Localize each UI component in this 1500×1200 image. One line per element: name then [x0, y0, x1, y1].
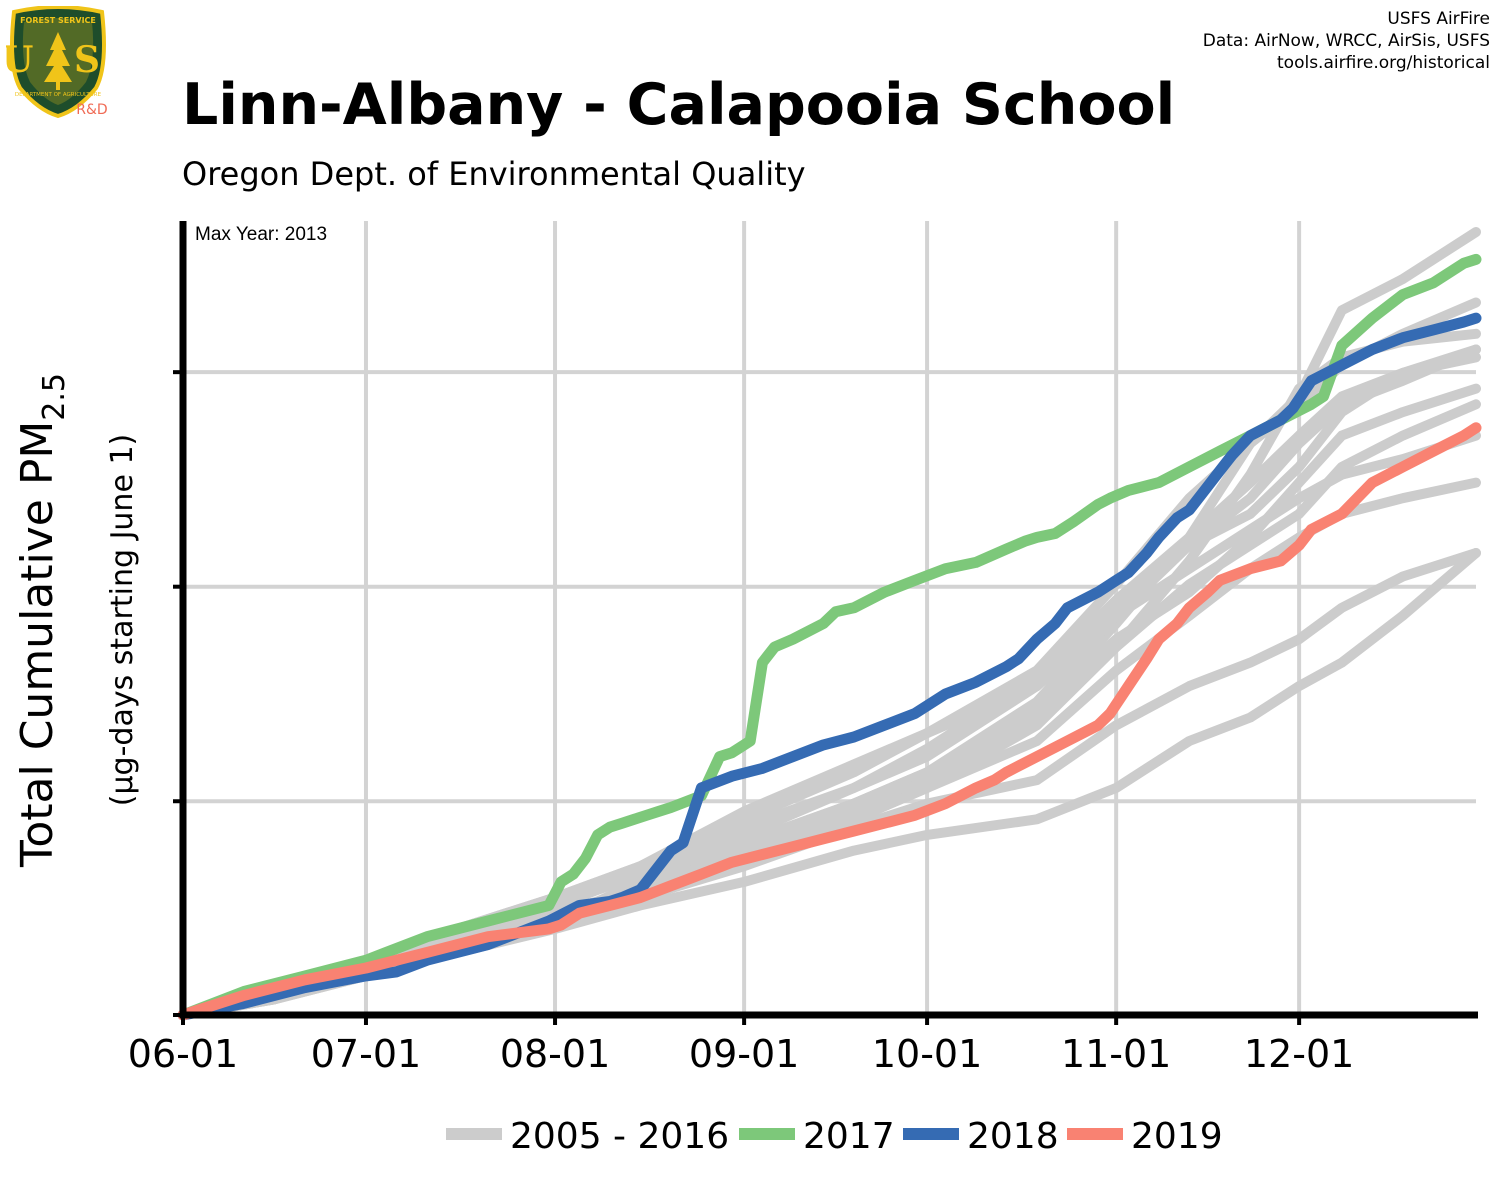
chart-subtitle: Oregon Dept. of Environmental Quality	[182, 155, 806, 193]
series-line-2019	[177, 422, 1482, 1021]
x-tick-label-10-01: 10-01	[872, 1032, 982, 1076]
axis-ticks: 06-01 07-01 08-01 09-01 10-01 11-01 12-01	[128, 370, 1354, 1076]
legend-label-2018: 2018	[967, 1116, 1059, 1157]
legend-label-2005-2016: 2005 - 2016	[510, 1116, 729, 1157]
credit-line-airfire: USFS AirFire	[1387, 9, 1490, 29]
highlighted-years-series	[177, 253, 1482, 1021]
x-tick-label-12-01: 12-01	[1244, 1032, 1354, 1076]
y-axis-sublabel: (µg-days starting June 1)	[105, 434, 140, 806]
forest-service-logo: FOREST SERVICE U S DEPARTMENT OF AGRICUL…	[6, 6, 108, 118]
legend: 2005 - 2016 2017 2018 2019	[446, 1116, 1223, 1157]
background-year-line-5	[178, 352, 1481, 1020]
x-tick-label-08-01: 08-01	[500, 1032, 610, 1076]
logo-text-top: FOREST SERVICE	[20, 16, 96, 25]
y-axis-label-main: Total Cumulative PM	[12, 421, 63, 868]
y-axis-label: Total Cumulative PM2.5	[12, 373, 72, 868]
data-credits: USFS AirFire Data: AirNow, WRCC, AirSis,…	[1203, 8, 1490, 74]
credit-line-url[interactable]: tools.airfire.org/historical	[1277, 53, 1490, 73]
axes	[179, 221, 1478, 1019]
y-axis-label-subscript: 2.5	[37, 373, 72, 421]
max-year-annotation: Max Year: 2013	[195, 224, 327, 245]
x-tick-label-09-01: 09-01	[689, 1032, 799, 1076]
legend-label-2017: 2017	[803, 1116, 895, 1157]
x-tick-label-11-01: 11-01	[1061, 1032, 1171, 1076]
credit-line-data-sources: Data: AirNow, WRCC, AirSis, USFS	[1202, 31, 1490, 51]
tree-icon	[44, 32, 72, 82]
x-tick-label-06-01: 06-01	[128, 1032, 238, 1076]
legend-label-2019: 2019	[1131, 1116, 1223, 1157]
background-year-line-12	[178, 328, 1481, 1020]
x-tick-label-07-01: 07-01	[311, 1032, 421, 1076]
chart-title: Linn-Albany - Calapooia School	[182, 72, 1176, 138]
logo-badge: R&D	[76, 102, 107, 118]
series-line-2018	[177, 312, 1482, 1021]
logo-text-bottom: DEPARTMENT OF AGRICULTURE	[15, 92, 102, 98]
